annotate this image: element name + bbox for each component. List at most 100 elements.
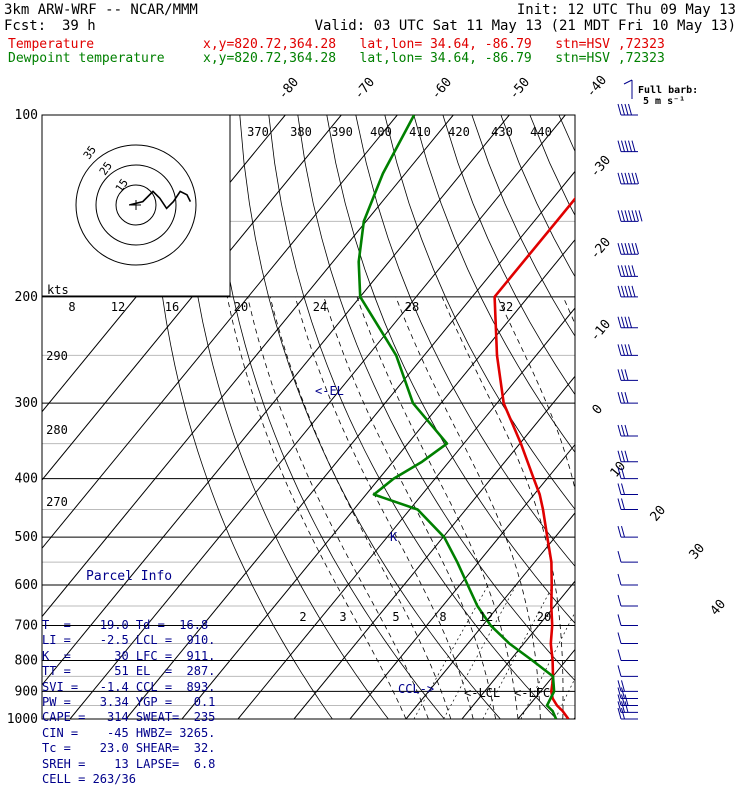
parcel-info-row: SVI = -1.4 CCL = 893. (42, 679, 216, 694)
mixing-ratio-label: 2 (299, 610, 306, 624)
isotherm-label: -70 (352, 75, 379, 103)
parcel-info-row: CELL = 263/36 (42, 772, 136, 787)
isotherm-line (69, 115, 566, 719)
dry-adiabat-line (675, 115, 740, 719)
dry-adiabat-line (384, 115, 575, 510)
isotherm-label: -80 (276, 75, 303, 103)
mixing-ratio-line (520, 611, 575, 719)
moist-adiabat-line (226, 296, 407, 719)
dry-adiabat-line (733, 115, 740, 719)
isotherm-line (461, 580, 575, 719)
hodograph-unit-label: kts (47, 283, 69, 297)
isotherm-label: -40 (584, 73, 611, 101)
barb-key-label: Full barb: (638, 85, 698, 96)
moist-adiabat-line (395, 296, 541, 719)
theta-label: 290 (46, 349, 68, 363)
parcel-info-row: Tc = 23.0 SHEAR= 32. (42, 741, 216, 756)
wind-speed-scale-label: 12 (111, 300, 125, 314)
wind-barb (617, 344, 638, 356)
mixing-ratio-line (482, 584, 554, 719)
pressure-tick-label: 1000 (7, 712, 38, 727)
wind-barb (617, 103, 638, 116)
el-label: <-EL (315, 384, 344, 398)
temperature-legend-label: Temperature (8, 37, 95, 52)
wind-barb (617, 649, 638, 661)
wind-barb (617, 369, 638, 381)
isotherm-line (349, 443, 575, 719)
isotherm-line (42, 115, 454, 618)
isotherm-label: -20 (588, 235, 615, 263)
wind-barb (617, 573, 638, 586)
hodograph-ring-label: 15 (113, 176, 131, 194)
wind-barb (617, 701, 638, 713)
dry-adiabat-line (471, 115, 575, 337)
pressure-tick-label: 700 (15, 618, 38, 633)
dewpoint-trace (357, 115, 558, 719)
dry-adiabat-line (239, 115, 501, 719)
mixing-ratio-label: 5 (392, 610, 399, 624)
dry-adiabat-line (617, 115, 740, 719)
moist-adiabat-line (441, 296, 564, 719)
dry-adiabat-line (297, 115, 575, 682)
theta-label: 390 (331, 125, 353, 139)
theta-label: 440 (530, 125, 552, 139)
wind-barb (617, 392, 638, 404)
dry-adiabat-line (268, 115, 557, 719)
isotherm-line (630, 115, 740, 719)
moist-adiabat-line (294, 296, 474, 719)
dry-adiabat-line (151, 115, 333, 719)
mixing-ratio-label: 20 (537, 610, 551, 624)
theta-label: 430 (491, 125, 513, 139)
mixing-ratio-label: 3 (339, 610, 346, 624)
dry-adiabat-line (442, 115, 575, 396)
wind-barb (617, 498, 638, 511)
wind-barb (617, 243, 639, 255)
dry-adiabat-line (704, 115, 740, 719)
wind-speed-scale-label: 16 (165, 300, 179, 314)
isotherm-label: 0 (590, 402, 607, 418)
wind-speed-scale-label: 28 (405, 300, 419, 314)
hodograph-trace (129, 190, 192, 210)
parcel-info-row: T = 19.0 Td = 16.8 (42, 618, 209, 633)
isotherm-label: 20 (648, 503, 670, 525)
wind-barb (617, 210, 643, 222)
hodograph-ring-label: 25 (97, 159, 115, 177)
theta-label: 380 (290, 125, 312, 139)
wind-barb (617, 172, 639, 185)
theta-label: 420 (448, 125, 470, 139)
mixing-ratio-label: 8 (439, 610, 446, 624)
moist-adiabat-line (356, 296, 519, 719)
wind-barb (617, 526, 638, 538)
hodograph-ring (115, 184, 157, 226)
isotherm-line (237, 307, 575, 719)
moist-adiabat-line (497, 296, 575, 491)
moist-adiabat-line (269, 296, 452, 719)
pressure-tick-label: 300 (15, 396, 38, 411)
ccl-label: CCL-> (398, 682, 434, 696)
dewpoint-legend-label: Dewpoint temperature (8, 51, 165, 66)
isotherm-line (42, 115, 342, 481)
wind-speed-scale-label: 32 (499, 300, 513, 314)
wind-barb (617, 424, 638, 437)
wind-speed-scale-label: 20 (234, 300, 248, 314)
init-time: Init: 12 UTC Thu 09 May 13 (516, 2, 736, 18)
dry-adiabat-line (588, 115, 740, 719)
wind-barb (617, 694, 638, 707)
pressure-tick-label: 600 (15, 578, 38, 593)
dry-adiabat-line (646, 115, 740, 719)
k-label: K (390, 530, 398, 544)
wind-barb (617, 632, 638, 645)
wind-barb (617, 687, 638, 700)
dry-adiabat-line (181, 115, 389, 719)
parcel-info-row: PW = 3.34 YGP = 0.1 (42, 695, 216, 710)
isotherm-label: 30 (687, 541, 709, 563)
hodograph-ring (75, 144, 197, 266)
parcel-info-title: Parcel Info (86, 568, 173, 584)
temperature-trace (493, 196, 575, 719)
parcel-info-row: LI = -2.5 LCL = 910. (42, 633, 216, 648)
theta-label: 410 (409, 125, 431, 139)
barb-key-units: 5 m s⁻¹ (643, 96, 685, 107)
wind-barb (617, 594, 638, 607)
wind-barb (617, 707, 638, 720)
parcel-info-row: K = 30 LFC = 911. (42, 648, 216, 663)
